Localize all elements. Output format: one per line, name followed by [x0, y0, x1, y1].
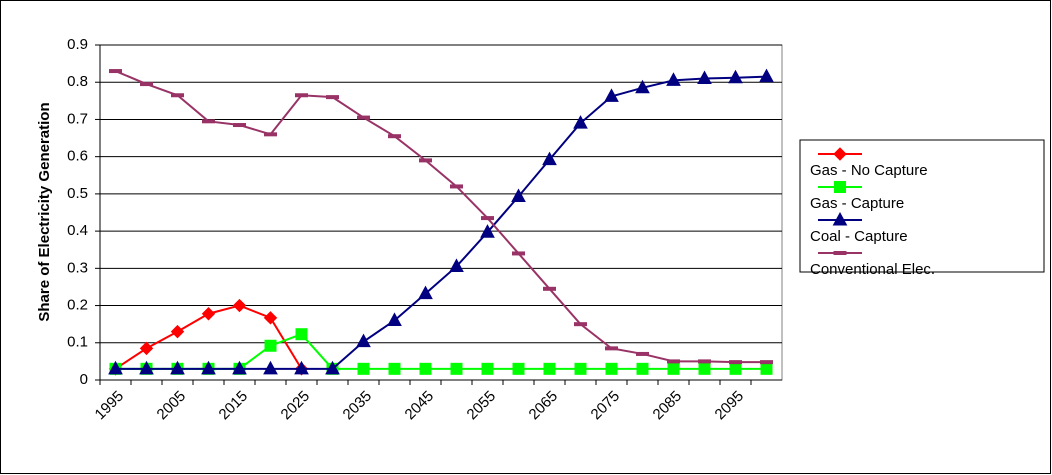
data-point [728, 69, 743, 84]
legend-marker [833, 251, 847, 255]
data-point [573, 115, 588, 129]
data-point [574, 362, 587, 375]
data-point [636, 351, 649, 356]
data-point [760, 362, 773, 375]
data-point [419, 362, 432, 375]
data-point [760, 360, 773, 365]
data-point [202, 119, 215, 124]
data-point [450, 184, 463, 189]
data-point [388, 362, 401, 375]
legend-label: Coal - Capture [810, 228, 908, 245]
data-point [542, 151, 557, 166]
data-point [295, 328, 308, 341]
y-axis-label: Share of Electricity Generation [36, 102, 53, 321]
data-point [635, 79, 650, 94]
data-point [698, 359, 711, 364]
legend-box [799, 139, 1045, 273]
data-point [450, 362, 463, 375]
data-point [605, 346, 618, 351]
data-point [108, 360, 123, 375]
legend-label: Conventional Elec. [810, 261, 935, 278]
series-line [115, 70, 767, 364]
y-tick-label: 0.3 [67, 259, 88, 276]
data-point [295, 93, 308, 98]
data-point [263, 360, 278, 375]
data-point [698, 362, 711, 375]
data-point [604, 88, 619, 102]
data-point [574, 322, 587, 327]
data-point [481, 216, 494, 221]
y-tick-label: 0.7 [67, 110, 88, 127]
data-point [325, 360, 340, 375]
data-point [543, 286, 556, 291]
data-point [667, 359, 680, 364]
data-point [139, 360, 154, 375]
data-point [201, 360, 216, 375]
data-point [357, 115, 370, 120]
data-point [419, 158, 432, 163]
y-tick-label: 0.8 [67, 73, 88, 90]
data-point [232, 360, 247, 375]
data-point [170, 324, 185, 339]
data-point [201, 307, 216, 321]
data-point [356, 333, 371, 348]
data-point [667, 362, 680, 375]
data-point [636, 362, 649, 375]
data-point [481, 362, 494, 375]
legend-marker [832, 211, 848, 226]
data-point [512, 362, 525, 375]
data-point [326, 95, 339, 100]
data-point [171, 93, 184, 98]
data-point [729, 360, 742, 365]
data-point [666, 72, 681, 86]
data-point [263, 311, 278, 325]
y-tick-label: 0 [80, 371, 88, 388]
data-point [511, 188, 526, 202]
y-tick-label: 0.4 [67, 222, 88, 239]
data-point [387, 312, 402, 326]
data-point [139, 341, 154, 356]
y-tick-label: 0.6 [67, 148, 88, 165]
data-point [543, 362, 556, 375]
series-line [115, 75, 767, 370]
data-point [264, 132, 277, 137]
legend-label: Gas - No Capture [810, 162, 928, 179]
data-point [480, 224, 495, 238]
plot-area [99, 44, 783, 381]
data-point [388, 134, 401, 139]
data-point [233, 123, 246, 128]
data-point [140, 82, 153, 87]
data-point [109, 69, 122, 74]
data-point [605, 362, 618, 375]
y-tick-label: 0.9 [67, 36, 88, 53]
y-tick-label: 0.5 [67, 185, 88, 202]
data-point [729, 362, 742, 375]
data-point [232, 298, 247, 313]
data-point [759, 68, 774, 83]
legend-label: Gas - Capture [810, 195, 904, 212]
data-point [294, 360, 309, 375]
legend-marker [834, 181, 846, 193]
data-point [264, 339, 277, 352]
y-tick-label: 0.1 [67, 334, 88, 351]
data-point [697, 70, 712, 84]
y-tick-label: 0.2 [67, 297, 88, 314]
data-point [170, 360, 185, 375]
data-point [512, 251, 525, 256]
legend-marker [833, 147, 847, 161]
data-point [418, 285, 433, 300]
data-point [449, 258, 464, 272]
data-point [357, 362, 370, 375]
